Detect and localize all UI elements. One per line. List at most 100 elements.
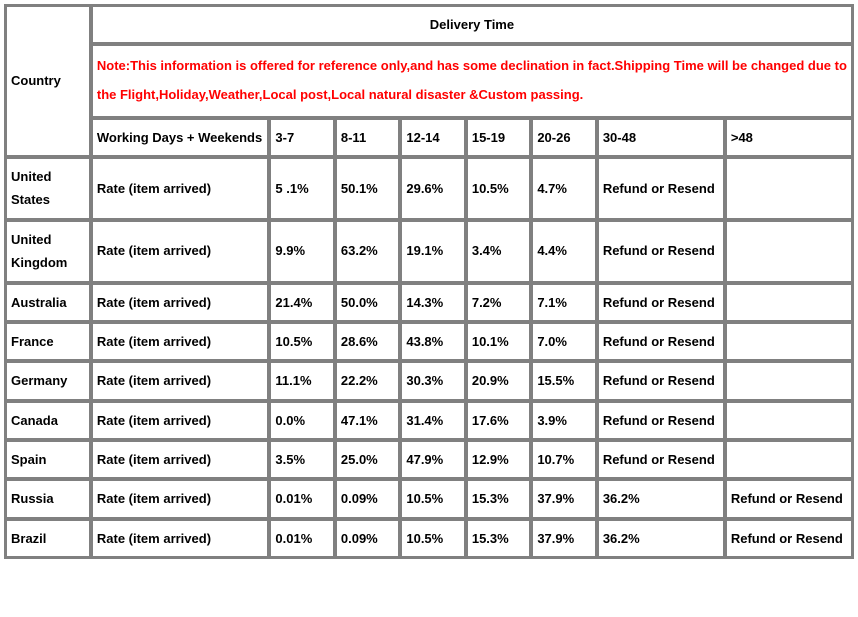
- value-cell: 4.7%: [532, 158, 595, 219]
- country-cell: Germany: [6, 362, 90, 399]
- value-cell: 9.9%: [270, 221, 333, 282]
- rate-label-cell: Rate (item arrived): [92, 402, 269, 439]
- value-cell: 25.0%: [336, 441, 399, 478]
- country-cell: Brazil: [6, 520, 90, 557]
- value-cell: [726, 441, 852, 478]
- country-cell: United Kingdom: [6, 221, 90, 282]
- value-cell: 47.9%: [401, 441, 464, 478]
- table-row: United KingdomRate (item arrived)9.9%63.…: [6, 221, 852, 282]
- rate-label-cell: Rate (item arrived): [92, 362, 269, 399]
- value-cell: 31.4%: [401, 402, 464, 439]
- value-cell: 50.1%: [336, 158, 399, 219]
- value-cell: 50.0%: [336, 284, 399, 321]
- value-cell: 47.1%: [336, 402, 399, 439]
- table-row: CanadaRate (item arrived)0.0%47.1%31.4%1…: [6, 402, 852, 439]
- value-cell: Refund or Resend: [726, 480, 852, 517]
- country-cell: France: [6, 323, 90, 360]
- value-cell: 7.0%: [532, 323, 595, 360]
- value-cell: 20.9%: [467, 362, 530, 399]
- table-row: United StatesRate (item arrived)5 .1%50.…: [6, 158, 852, 219]
- value-cell: 43.8%: [401, 323, 464, 360]
- value-cell: 37.9%: [532, 520, 595, 557]
- delivery-time-header: Delivery Time: [92, 6, 852, 43]
- country-header: Country: [6, 6, 90, 156]
- rate-label-cell: Rate (item arrived): [92, 323, 269, 360]
- range-header: 30-48: [598, 119, 724, 156]
- country-cell: Spain: [6, 441, 90, 478]
- range-header: 20-26: [532, 119, 595, 156]
- rate-label-cell: Rate (item arrived): [92, 480, 269, 517]
- delivery-time-table: Country Delivery Time Note:This informat…: [4, 4, 854, 559]
- value-cell: 10.7%: [532, 441, 595, 478]
- rate-label-cell: Rate (item arrived): [92, 520, 269, 557]
- value-cell: 7.1%: [532, 284, 595, 321]
- value-cell: 10.5%: [467, 158, 530, 219]
- value-cell: Refund or Resend: [598, 441, 724, 478]
- value-cell: 15.3%: [467, 520, 530, 557]
- value-cell: 28.6%: [336, 323, 399, 360]
- header-row-3: Working Days + Weekends 3-7 8-11 12-14 1…: [6, 119, 852, 156]
- rate-label-cell: Rate (item arrived): [92, 221, 269, 282]
- value-cell: 10.5%: [270, 323, 333, 360]
- value-cell: 29.6%: [401, 158, 464, 219]
- value-cell: 7.2%: [467, 284, 530, 321]
- value-cell: 14.3%: [401, 284, 464, 321]
- value-cell: Refund or Resend: [598, 323, 724, 360]
- rate-label-cell: Rate (item arrived): [92, 158, 269, 219]
- value-cell: Refund or Resend: [598, 362, 724, 399]
- value-cell: Refund or Resend: [598, 402, 724, 439]
- value-cell: 3.4%: [467, 221, 530, 282]
- value-cell: 0.09%: [336, 480, 399, 517]
- value-cell: 4.4%: [532, 221, 595, 282]
- value-cell: 5 .1%: [270, 158, 333, 219]
- country-cell: Canada: [6, 402, 90, 439]
- value-cell: 12.9%: [467, 441, 530, 478]
- value-cell: [726, 221, 852, 282]
- value-cell: 37.9%: [532, 480, 595, 517]
- value-cell: 0.0%: [270, 402, 333, 439]
- value-cell: 21.4%: [270, 284, 333, 321]
- working-days-header: Working Days + Weekends: [92, 119, 269, 156]
- table-row: GermanyRate (item arrived)11.1%22.2%30.3…: [6, 362, 852, 399]
- table-row: RussiaRate (item arrived)0.01%0.09%10.5%…: [6, 480, 852, 517]
- value-cell: 22.2%: [336, 362, 399, 399]
- range-header: 8-11: [336, 119, 399, 156]
- header-row-2: Note:This information is offered for ref…: [6, 45, 852, 116]
- table-row: SpainRate (item arrived)3.5%25.0%47.9%12…: [6, 441, 852, 478]
- country-cell: Australia: [6, 284, 90, 321]
- range-header: 15-19: [467, 119, 530, 156]
- value-cell: Refund or Resend: [598, 158, 724, 219]
- table-row: FranceRate (item arrived)10.5%28.6%43.8%…: [6, 323, 852, 360]
- value-cell: [726, 402, 852, 439]
- rate-label-cell: Rate (item arrived): [92, 284, 269, 321]
- value-cell: 17.6%: [467, 402, 530, 439]
- value-cell: 0.01%: [270, 480, 333, 517]
- table-row: AustraliaRate (item arrived)21.4%50.0%14…: [6, 284, 852, 321]
- range-header: >48: [726, 119, 852, 156]
- note-cell: Note:This information is offered for ref…: [92, 45, 852, 116]
- value-cell: 0.09%: [336, 520, 399, 557]
- value-cell: 3.5%: [270, 441, 333, 478]
- value-cell: 36.2%: [598, 480, 724, 517]
- value-cell: 3.9%: [532, 402, 595, 439]
- range-header: 3-7: [270, 119, 333, 156]
- value-cell: 30.3%: [401, 362, 464, 399]
- value-cell: 19.1%: [401, 221, 464, 282]
- value-cell: [726, 284, 852, 321]
- value-cell: 63.2%: [336, 221, 399, 282]
- value-cell: 15.5%: [532, 362, 595, 399]
- rate-label-cell: Rate (item arrived): [92, 441, 269, 478]
- value-cell: [726, 323, 852, 360]
- value-cell: [726, 158, 852, 219]
- value-cell: 10.5%: [401, 520, 464, 557]
- table-row: BrazilRate (item arrived)0.01%0.09%10.5%…: [6, 520, 852, 557]
- value-cell: 36.2%: [598, 520, 724, 557]
- value-cell: Refund or Resend: [598, 284, 724, 321]
- header-row-1: Country Delivery Time: [6, 6, 852, 43]
- value-cell: 10.5%: [401, 480, 464, 517]
- value-cell: 0.01%: [270, 520, 333, 557]
- value-cell: Refund or Resend: [598, 221, 724, 282]
- value-cell: Refund or Resend: [726, 520, 852, 557]
- value-cell: 15.3%: [467, 480, 530, 517]
- value-cell: 11.1%: [270, 362, 333, 399]
